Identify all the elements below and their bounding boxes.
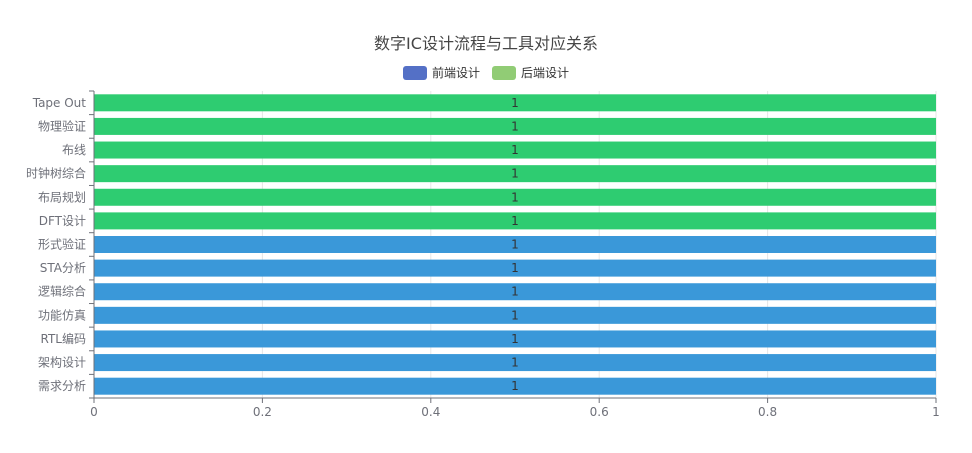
data-label: 1 (511, 238, 519, 252)
y-tick-label: DFT设计 (39, 214, 86, 228)
y-tick-label: 功能仿真 (38, 308, 86, 322)
legend-label: 后端设计 (521, 66, 569, 80)
data-label: 1 (511, 379, 519, 393)
y-tick-label: 物理验证 (38, 118, 86, 133)
bar (94, 283, 936, 301)
bar (94, 236, 936, 253)
data-label: 1 (511, 119, 519, 133)
data-label: 1 (511, 143, 519, 157)
y-tick-label: STA分析 (40, 261, 86, 275)
y-tick-label: 布局规划 (38, 189, 86, 204)
legend-swatch (403, 66, 427, 80)
y-tick-label: 形式验证 (38, 237, 86, 252)
data-label: 1 (511, 214, 519, 228)
y-tick-label: 架构设计 (38, 355, 86, 370)
x-tick-label: 0.6 (590, 405, 609, 419)
y-tick-label: 逻辑综合 (38, 284, 86, 299)
x-tick-label: 0.4 (421, 405, 440, 419)
bar (94, 165, 936, 183)
y-tick-label: 需求分析 (38, 379, 86, 393)
legend-swatch (492, 66, 516, 80)
data-label: 1 (511, 356, 519, 370)
y-tick-label: Tape Out (32, 96, 87, 110)
bar (94, 377, 936, 395)
chart-title: 数字IC设计流程与工具对应关系 (374, 34, 598, 53)
bar (94, 212, 936, 230)
x-tick-label: 0.2 (253, 405, 272, 419)
data-label: 1 (511, 308, 519, 322)
bar (94, 141, 936, 159)
bar (94, 306, 936, 324)
y-tick-label: RTL编码 (41, 331, 86, 346)
data-label: 1 (511, 285, 519, 299)
legend: 前端设计 后端设计 (403, 65, 569, 80)
bar (94, 330, 936, 348)
x-tick-label: 0 (90, 405, 98, 419)
data-label: 1 (511, 190, 519, 204)
data-label: 1 (511, 332, 519, 346)
legend-label: 前端设计 (432, 65, 480, 80)
bar (94, 188, 936, 206)
x-tick-label: 1 (932, 405, 940, 419)
data-label: 1 (511, 167, 519, 181)
y-tick-label: 时钟树综合 (26, 166, 86, 181)
x-tick-label: 0.8 (758, 405, 777, 419)
bars: 1 1 1 1 1 1 1 1 1 1 1 1 1 (94, 94, 936, 395)
y-tick-label: 布线 (62, 143, 86, 157)
data-label: 1 (511, 96, 519, 110)
bar (94, 354, 936, 372)
data-label: 1 (511, 261, 519, 275)
bar (94, 94, 936, 112)
bar (94, 259, 936, 277)
bar (94, 117, 936, 135)
axes: 需求分析 架构设计 RTL编码 功能仿真 逻辑综合 STA分析 形式验证 DFT设计 布局规划 时… (26, 90, 940, 419)
